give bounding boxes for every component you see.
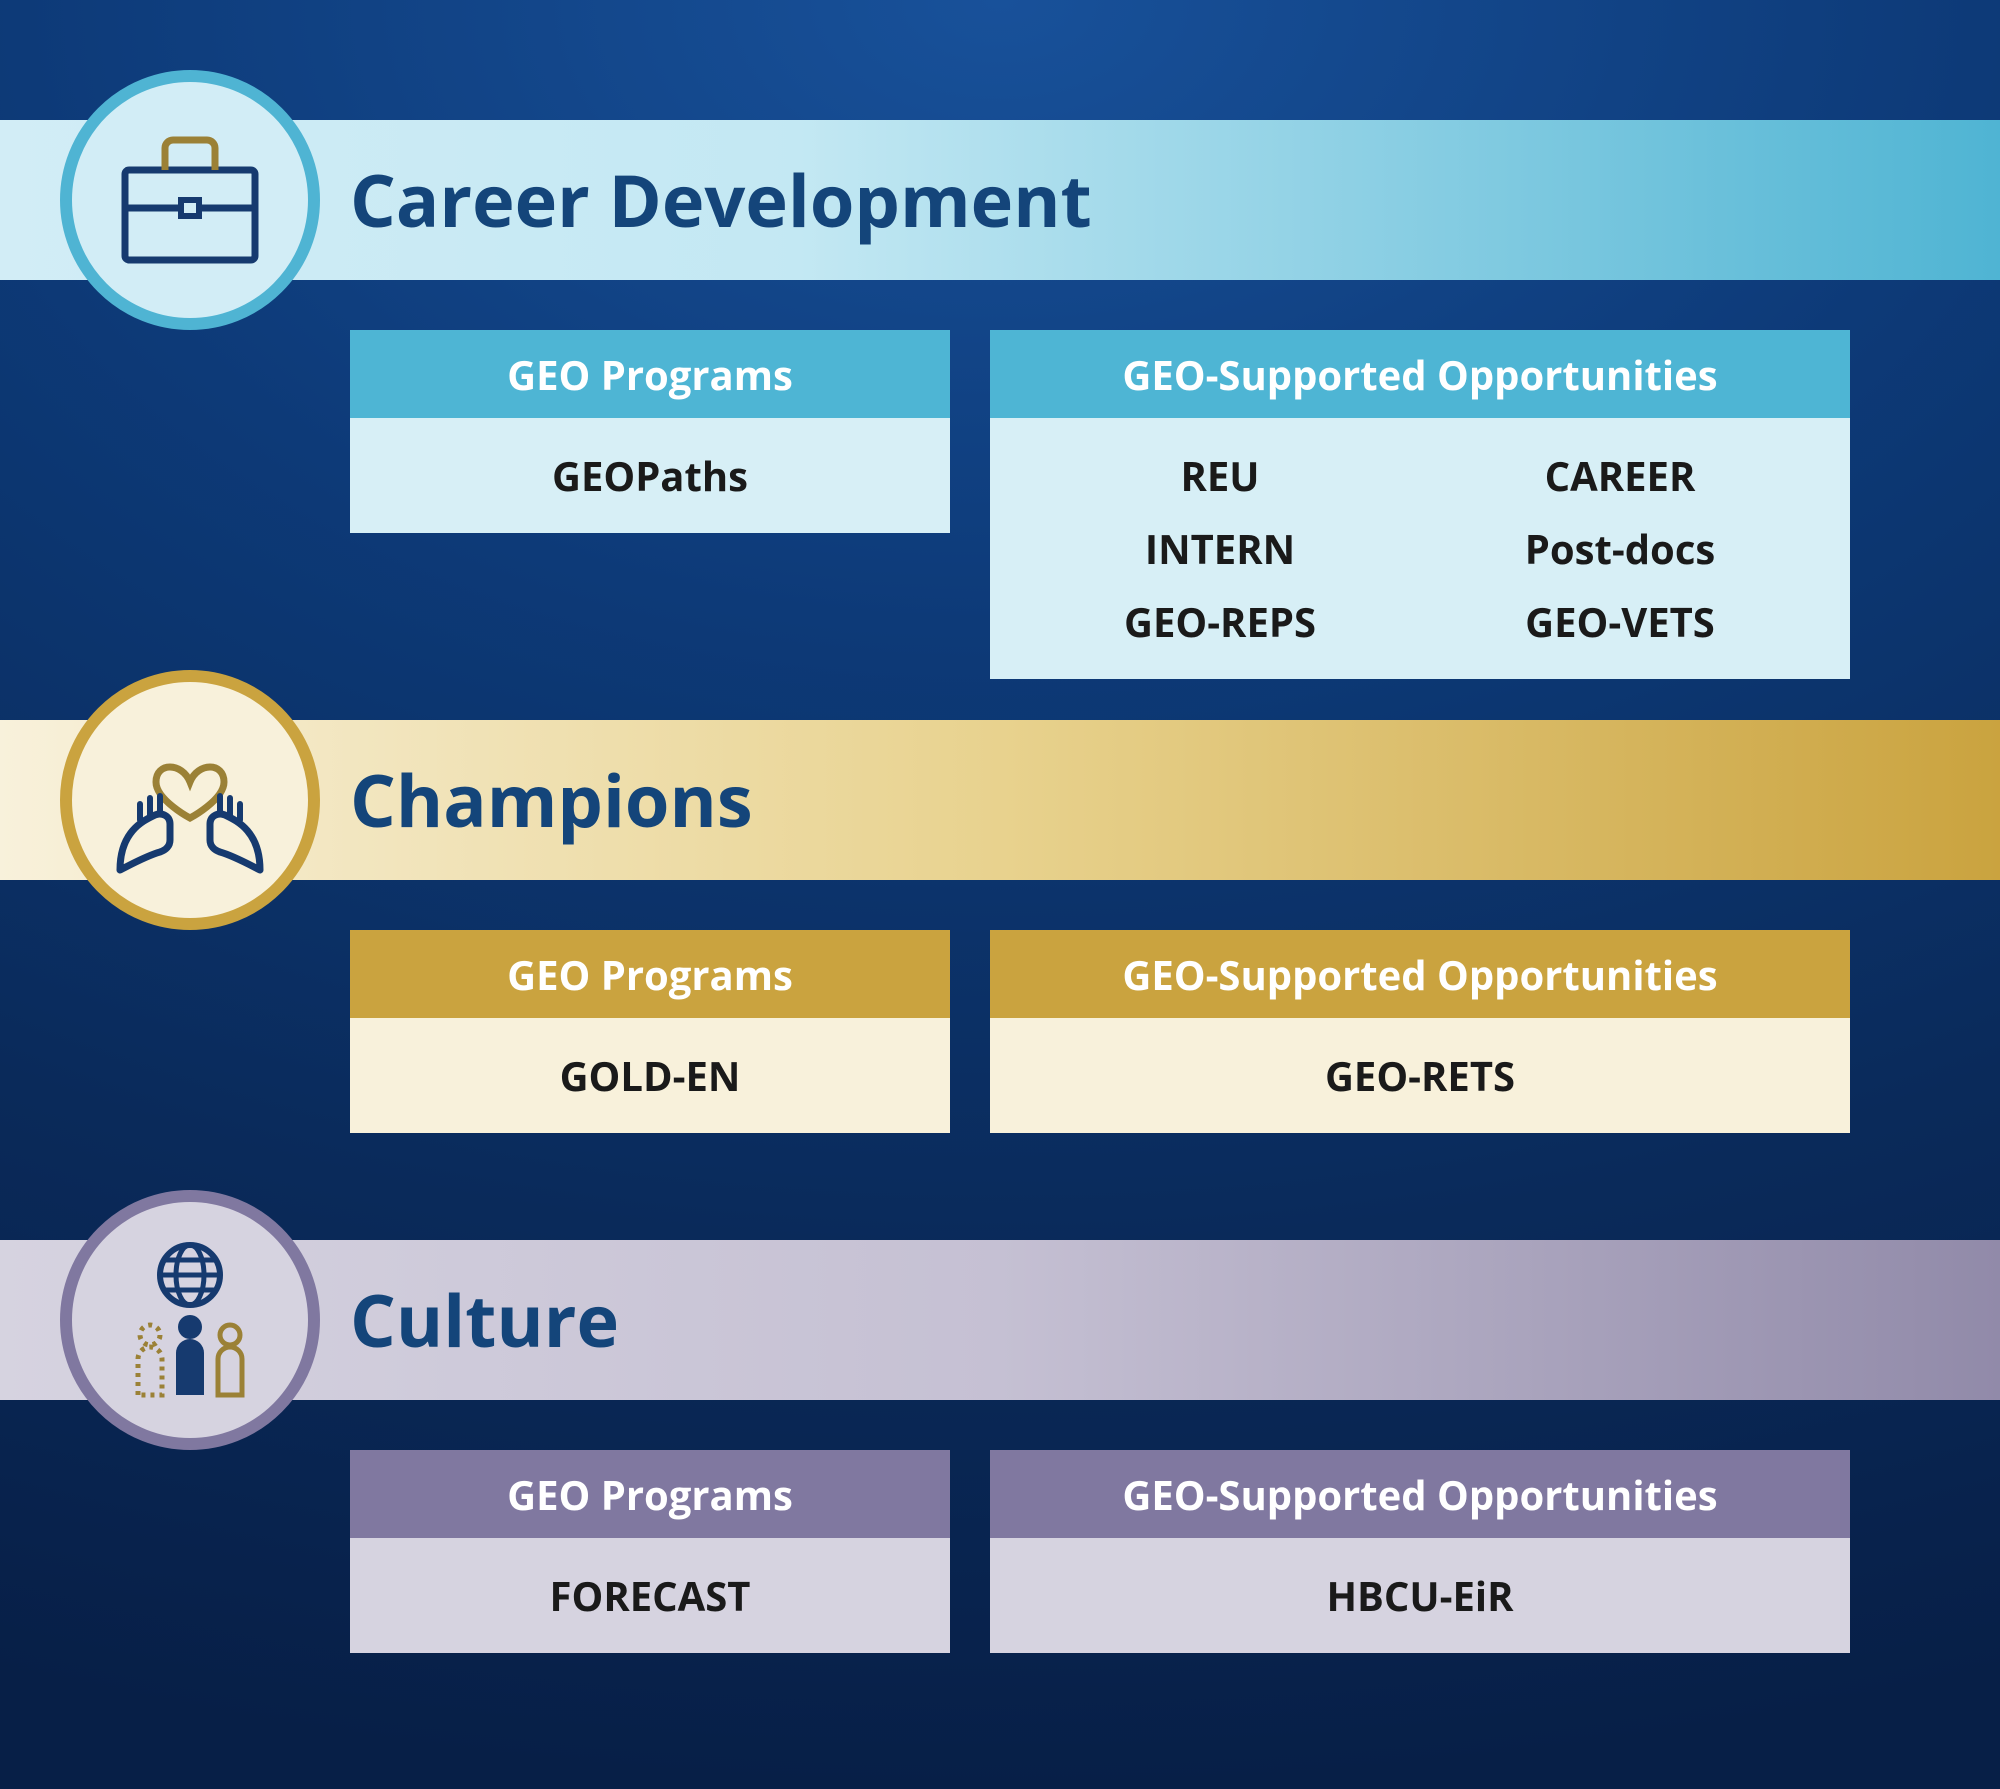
- item-georets: GEO-RETS: [1325, 1048, 1515, 1103]
- item-geopaths: GEOPaths: [552, 448, 748, 503]
- box-career-opportunities: GEO-Supported Opportunities REU CAREER I…: [990, 330, 1850, 679]
- globe-people-icon: [60, 1190, 320, 1450]
- item-georeps: GEO-REPS: [1050, 594, 1390, 649]
- item-career: CAREER: [1450, 448, 1790, 503]
- box-champions-opportunities: GEO-Supported Opportunities GEO-RETS: [990, 930, 1850, 1133]
- body-culture-programs: FORECAST: [350, 1538, 950, 1653]
- box-culture-opportunities: GEO-Supported Opportunities HBCU-EiR: [990, 1450, 1850, 1653]
- header-culture-programs: GEO Programs: [350, 1450, 950, 1538]
- title-culture: Culture: [350, 1271, 619, 1369]
- box-career-programs: GEO Programs GEOPaths: [350, 330, 950, 679]
- hands-heart-icon: [60, 670, 320, 930]
- item-postdocs: Post-docs: [1450, 521, 1790, 576]
- header-champions-programs: GEO Programs: [350, 930, 950, 1018]
- header-culture-opportunities: GEO-Supported Opportunities: [990, 1450, 1850, 1538]
- boxes-champions: GEO Programs GOLD-EN GEO-Supported Oppor…: [350, 930, 1850, 1133]
- body-champions-opportunities: GEO-RETS: [990, 1018, 1850, 1133]
- box-champions-programs: GEO Programs GOLD-EN: [350, 930, 950, 1133]
- item-hbcu: HBCU-EiR: [1326, 1568, 1513, 1623]
- body-career-opportunities: REU CAREER INTERN Post-docs GEO-REPS GEO…: [990, 418, 1850, 679]
- item-intern: INTERN: [1050, 521, 1390, 576]
- item-reu: REU: [1050, 448, 1390, 503]
- body-culture-opportunities: HBCU-EiR: [990, 1538, 1850, 1653]
- header-champions-opportunities: GEO-Supported Opportunities: [990, 930, 1850, 1018]
- title-career: Career Development: [350, 151, 1092, 249]
- body-career-programs: GEOPaths: [350, 418, 950, 533]
- item-geovets: GEO-VETS: [1450, 594, 1790, 649]
- boxes-culture: GEO Programs FORECAST GEO-Supported Oppo…: [350, 1450, 1850, 1653]
- briefcase-icon: [60, 70, 320, 330]
- title-champions: Champions: [350, 751, 753, 849]
- item-forecast: FORECAST: [550, 1568, 751, 1623]
- item-golden: GOLD-EN: [560, 1048, 741, 1103]
- box-culture-programs: GEO Programs FORECAST: [350, 1450, 950, 1653]
- header-career-opportunities: GEO-Supported Opportunities: [990, 330, 1850, 418]
- body-champions-programs: GOLD-EN: [350, 1018, 950, 1133]
- boxes-career: GEO Programs GEOPaths GEO-Supported Oppo…: [350, 330, 1850, 679]
- header-career-programs: GEO Programs: [350, 330, 950, 418]
